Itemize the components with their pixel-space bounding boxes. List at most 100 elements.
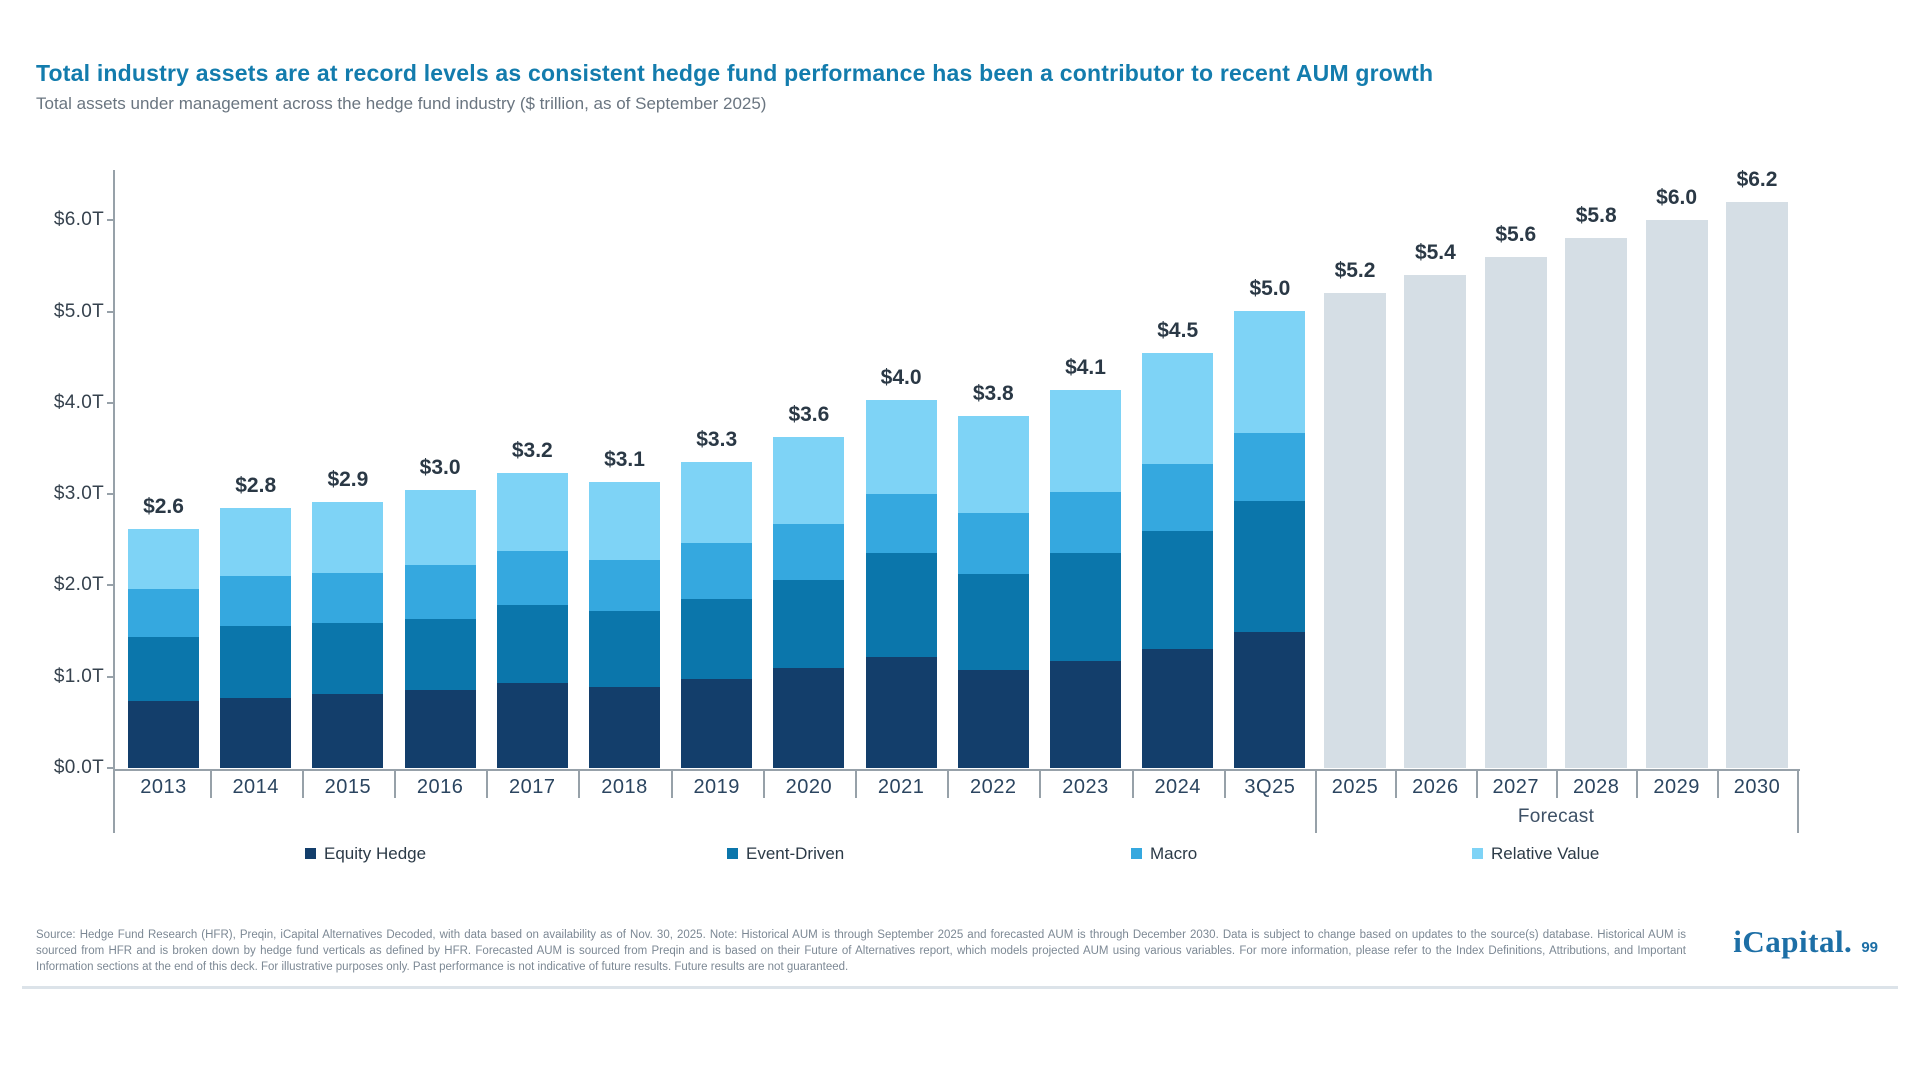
x-axis-label-2030: 2030 [1733,776,1781,798]
bar-2014-macro [220,576,292,626]
x-axis-label-2022: 2022 [970,776,1017,798]
bar-2024-relative-value [1142,353,1214,464]
bar-total-label-2013: $2.6 [143,494,184,518]
forecast-group-label: Forecast [1517,806,1595,827]
y-axis-line [113,170,115,833]
bar-2015-relative-value [312,502,384,573]
x-axis-divider [1556,771,1558,798]
icapital-logo: iCapital. 99 [1733,924,1878,960]
bar-2021-equity-hedge [865,656,937,768]
bar-2023-equity-hedge [1050,661,1121,768]
bar-2015-equity-hedge [312,694,384,768]
bar-2018-macro [589,559,660,611]
bar-2019-event-driven [681,599,753,680]
bar-2021-macro [865,494,937,554]
x-axis-label-2015: 2015 [324,776,372,798]
bar-2024-macro [1142,463,1214,531]
bar-2016-relative-value [404,489,476,566]
page-subtitle: Total assets under management across the… [36,94,767,113]
y-axis-tick-label-5: $5.0T [53,300,104,322]
forecast-bar-2027 [1484,256,1547,768]
bar-2014-event-driven [220,625,292,698]
bar-2016-event-driven [404,619,476,691]
bar-2015-event-driven [312,622,384,695]
bar-total-label-2020: $3.6 [788,403,830,427]
y-axis-tick-label-0: $0.0T [53,757,104,778]
bar-2017-event-driven [496,605,568,684]
y-axis-tick-mark-2 [107,584,115,587]
forecast-total-label-2028: $5.8 [1575,204,1617,228]
bar-2017-equity-hedge [496,683,568,768]
bar-2022-event-driven [957,574,1029,671]
x-axis-line [115,769,1800,771]
bar-2021-event-driven [865,553,937,657]
x-axis-divider [209,771,212,798]
y-axis-tick-label-1: $1.0T [53,665,104,687]
bar-2019-relative-value [681,462,753,544]
x-axis-label-2016: 2016 [416,776,464,798]
x-axis-label-2026: 2026 [1412,776,1459,798]
bar-2014-equity-hedge [220,697,292,768]
forecast-bar-2025 [1324,293,1386,768]
x-axis-divider [1131,771,1134,798]
footer-divider-line [22,986,1898,989]
bar-2021-relative-value [865,400,937,495]
bar-2024-event-driven [1142,530,1214,650]
bar-2019-equity-hedge [681,679,753,768]
x-axis-divider [578,771,581,798]
y-axis-tick-mark-5 [107,310,115,313]
bar-2017-relative-value [496,473,568,551]
x-axis-label-2025: 2025 [1331,776,1379,798]
bar-2020-relative-value [773,437,845,525]
bar-2013-macro [128,589,199,637]
x-axis-label-2029: 2029 [1653,776,1700,798]
page-title: Total industry assets are at record leve… [36,60,1434,86]
aum-stacked-bar-chart: $0.0T $1.0T $2.0T $3.0T $4.0T $5.0T $6.0T $2.6 2… [53,168,1800,833]
bar-2015-macro [312,572,384,623]
y-axis-tick-label-6: $6.0T [53,209,104,231]
y-axis-tick-mark-4 [107,401,115,404]
y-axis-tick-label-4: $4.0T [53,391,104,413]
bar-2022-relative-value [957,415,1029,514]
bar-2016-macro [404,565,476,620]
legend-label-event-driven: Event-Driven [746,844,845,863]
bar-total-label-2015: $2.9 [327,468,369,492]
bar-2022-macro [957,513,1029,575]
x-axis-label-2020: 2020 [785,776,833,798]
y-axis-tick-label-2: $2.0T [53,574,104,596]
legend-swatch-macro [1131,848,1142,859]
x-axis-divider [1039,771,1042,798]
forecast-total-label-2027: $5.6 [1495,222,1537,246]
y-axis-tick-mark-3 [107,493,115,496]
bar-2022-equity-hedge [957,670,1029,768]
x-axis-divider [394,771,396,798]
y-axis-tick-mark-0 [107,767,115,769]
bar-total-label-2017: $3.2 [511,439,553,463]
bar-3q25-macro [1234,432,1306,502]
forecast-bar-2028 [1565,238,1628,768]
bar-3q25-relative-value [1234,310,1306,433]
legend-swatch-relative-value [1472,848,1483,859]
page-number: 99 [1861,939,1878,956]
x-axis-label-2017: 2017 [509,776,556,798]
x-axis-label-2013: 2013 [140,776,187,798]
bar-2024-equity-hedge [1142,649,1214,768]
bar-total-label-2019: $3.3 [696,428,738,452]
forecast-bar-2030 [1726,201,1788,768]
legend-label-relative-value: Relative Value [1491,844,1600,863]
x-axis-divider [855,771,857,798]
bar-2018-event-driven [589,610,660,687]
disclaimer-text: Source: Hedge Fund Research (HFR), Preqi… [36,929,1686,973]
x-axis-label-2014: 2014 [232,776,279,798]
bar-3q25-event-driven [1234,501,1306,632]
bar-2020-equity-hedge [773,668,845,768]
legend-swatch-event-driven [727,848,738,859]
x-axis-divider [670,771,673,798]
forecast-total-label-2029: $6.0 [1656,186,1698,210]
bar-total-label-2021: $4.0 [880,366,922,390]
bar-2018-relative-value [589,482,660,560]
bar-2018-equity-hedge [589,686,660,768]
y-axis-tick-mark-6 [107,219,115,222]
x-axis-divider [1223,771,1226,798]
x-axis-divider [947,771,950,798]
